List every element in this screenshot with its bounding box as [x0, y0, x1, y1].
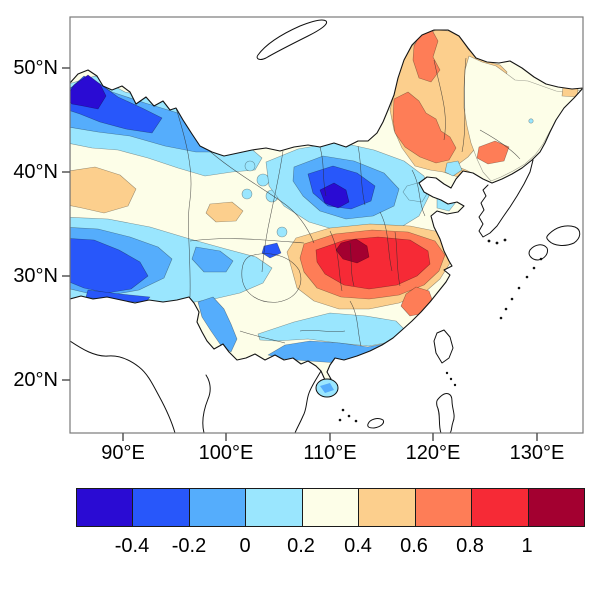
india-myanmar-coast	[70, 340, 176, 433]
y-tick-label-50n: 50°N	[13, 57, 58, 79]
korea-peninsula	[478, 159, 534, 238]
y-tick-label-20n: 20°N	[13, 369, 58, 391]
axis-ticks	[62, 67, 538, 441]
colorbar-segment	[301, 489, 359, 526]
x-tick-label-110e: 110°E	[303, 442, 357, 464]
colorbar-segment	[358, 489, 415, 526]
vietnam-coast	[294, 370, 322, 433]
colorbar-label-neg02: -0.2	[171, 535, 207, 557]
japan-honshu	[546, 225, 581, 246]
colorbar-label-06: 0.6	[400, 535, 428, 557]
colorbar-segment	[132, 489, 189, 526]
colorbar-label-08: 0.8	[456, 535, 484, 557]
x-tick-label-100e: 100°E	[198, 442, 254, 464]
japan-kyushu	[528, 244, 548, 261]
y-tick-label-40n: 40°N	[13, 161, 58, 183]
x-tick-label-120e: 120°E	[405, 442, 461, 464]
irrawaddy-coast	[202, 374, 211, 433]
x-tick-label-90e: 90°E	[101, 442, 145, 464]
lake-baikal	[256, 19, 328, 60]
province-borders	[175, 57, 521, 347]
colorbar-label-1: 1	[521, 535, 533, 557]
colorbar-label-04: 0.4	[344, 535, 372, 557]
colorbar	[76, 488, 585, 527]
colorbar-label-neg04: -0.4	[114, 535, 150, 557]
x-tick-label-130e: 130°E	[509, 442, 565, 464]
colorbar-label-02: 0.2	[287, 535, 315, 557]
colorbar-segment	[245, 489, 302, 526]
taiwan-island	[433, 329, 454, 364]
colorbar-segment	[527, 489, 584, 526]
coastlines	[70, 19, 581, 433]
colorbar-label-0: 0	[239, 535, 251, 557]
colorbar-segment	[471, 489, 528, 526]
china-anomaly-field	[70, 30, 583, 380]
hainan-island	[315, 378, 339, 398]
colorbar-segment	[77, 489, 133, 526]
china-boundary	[70, 29, 583, 381]
small-island	[367, 418, 384, 429]
colorbar-segment	[188, 489, 246, 526]
plot-frame	[69, 16, 584, 434]
colorbar-segment	[414, 489, 472, 526]
y-tick-label-30n: 30°N	[13, 265, 58, 287]
luzon-island	[436, 393, 455, 433]
